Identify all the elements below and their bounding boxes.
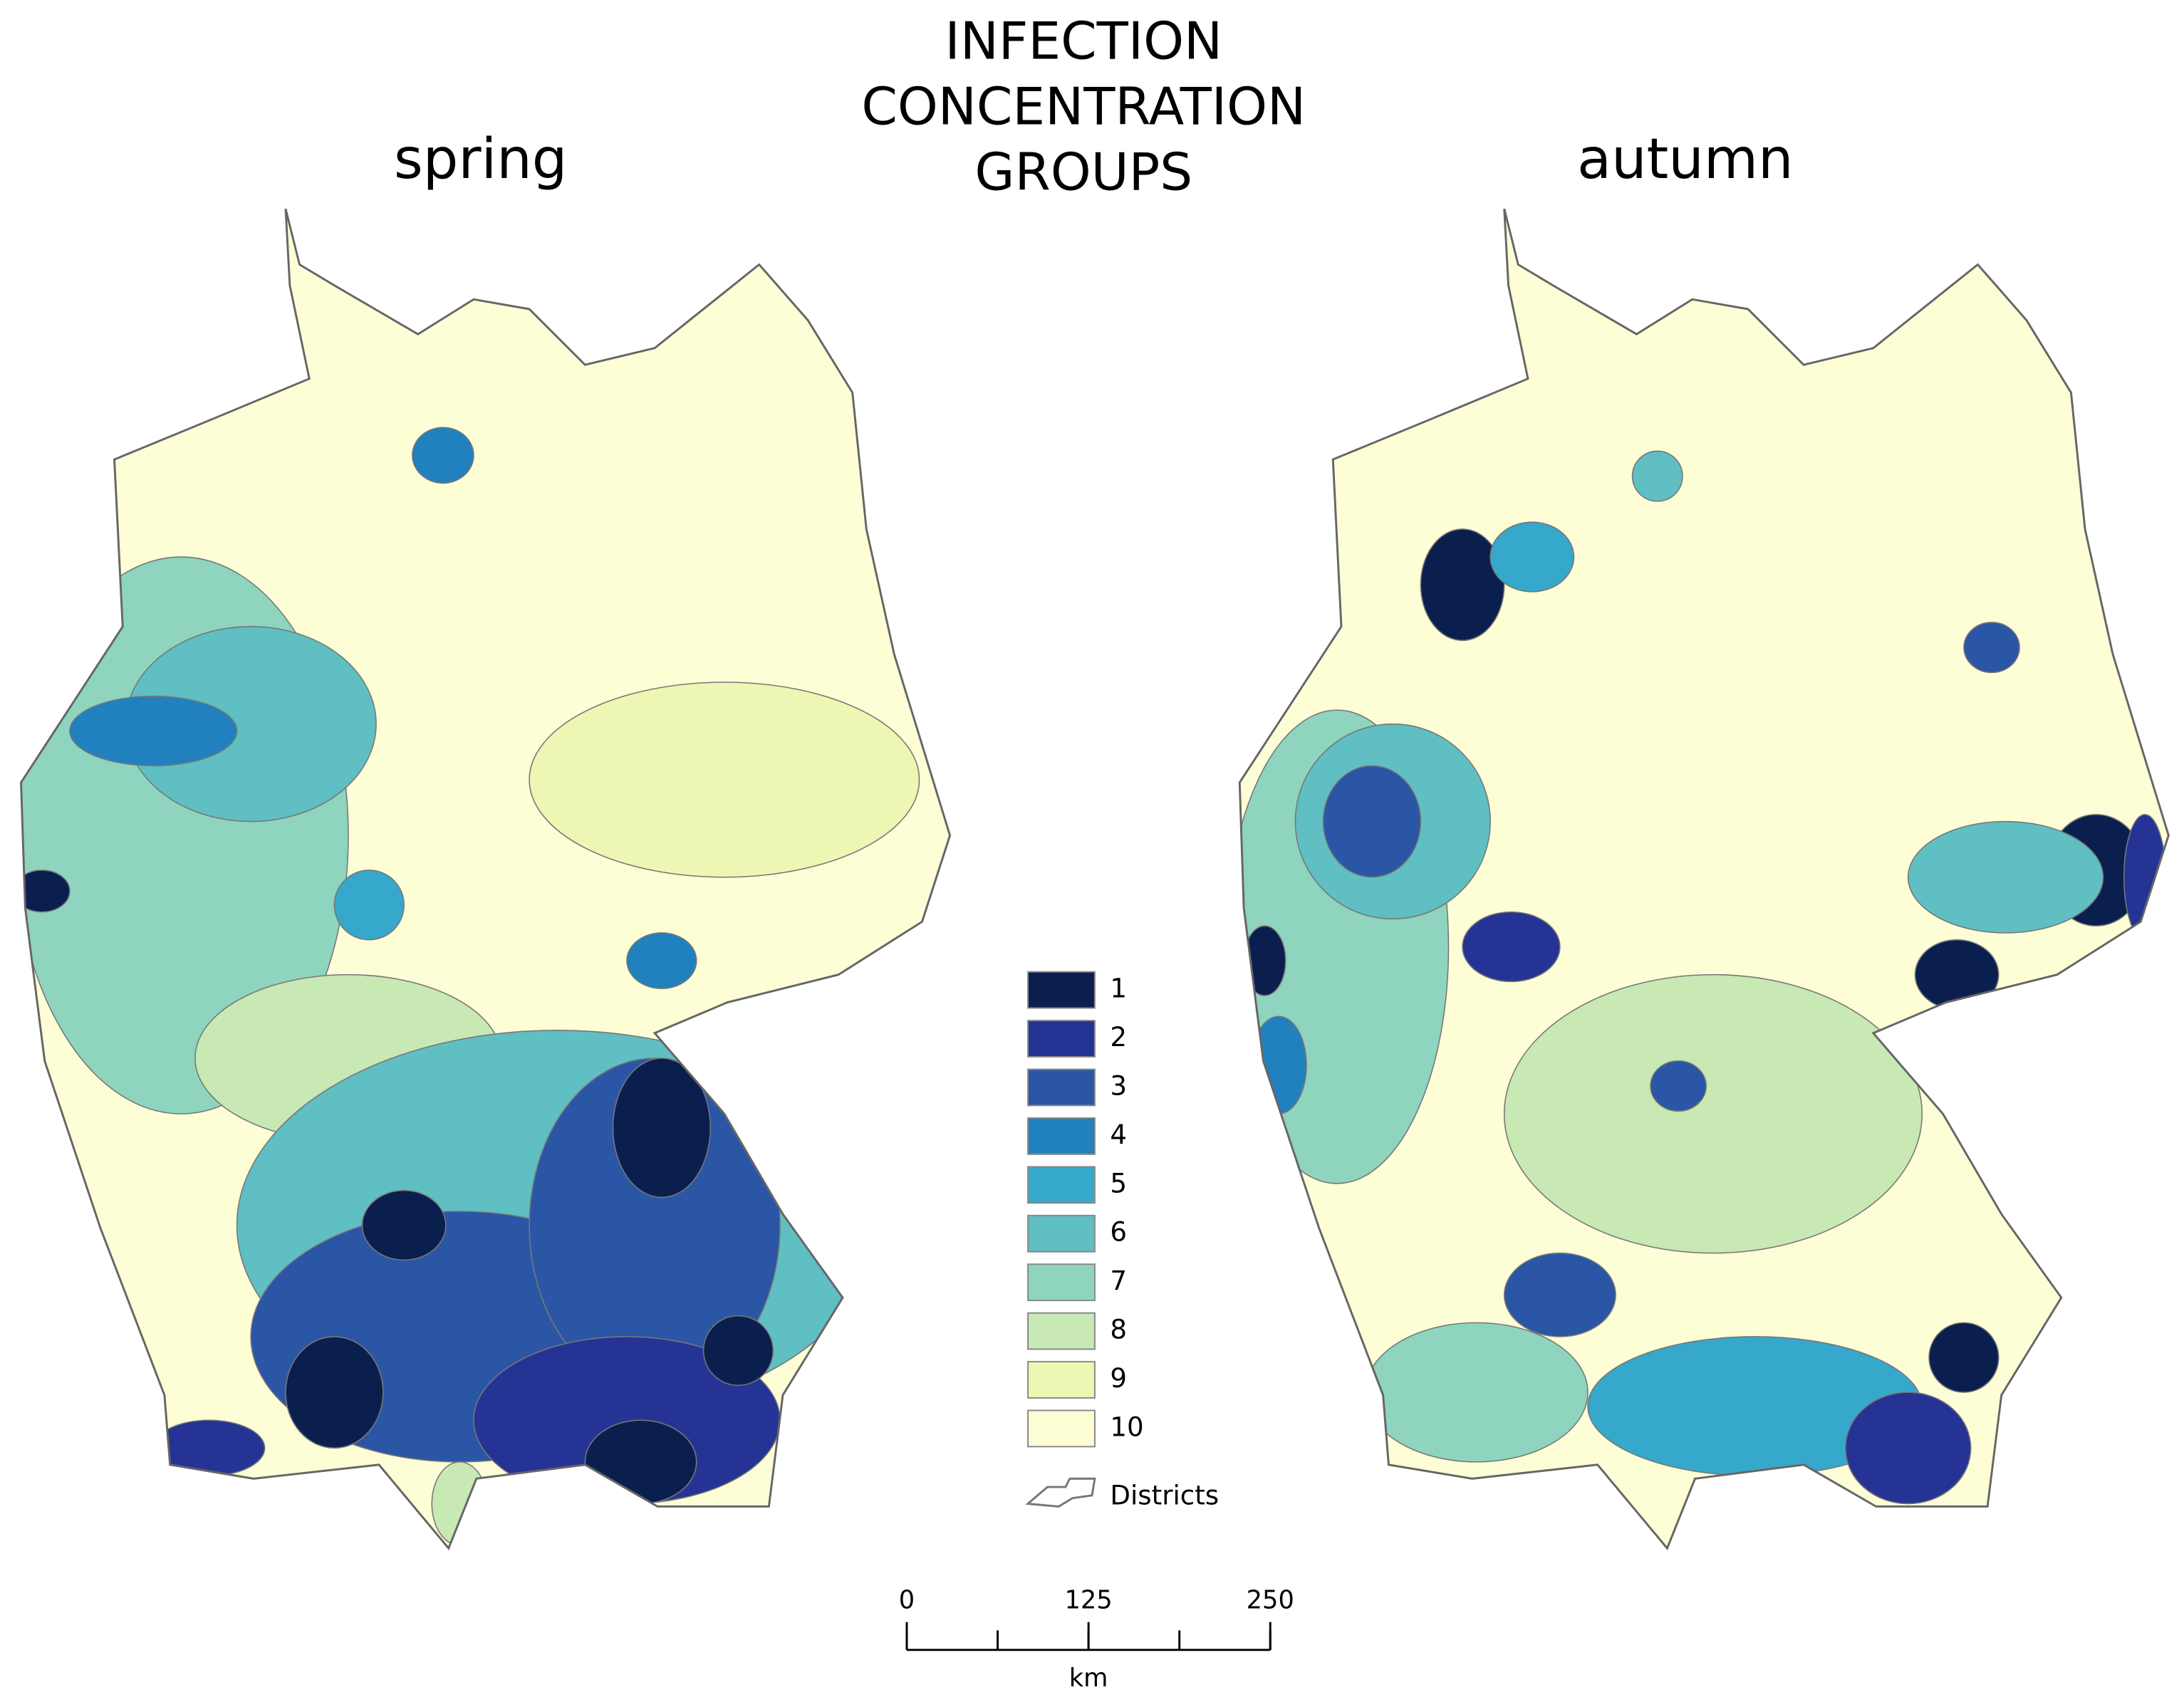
legend-swatch bbox=[1027, 1263, 1096, 1302]
legend-label: 10 bbox=[1110, 1411, 1143, 1442]
legend-label: Districts bbox=[1110, 1480, 1219, 1510]
legend-swatch bbox=[1027, 971, 1096, 1009]
legend-label: 7 bbox=[1110, 1265, 1127, 1296]
district-symbol bbox=[1025, 1477, 1096, 1508]
scale-label: 0 bbox=[899, 1585, 915, 1614]
legend-label: 5 bbox=[1110, 1168, 1127, 1199]
title-line: GROUPS bbox=[974, 142, 1192, 202]
scale-bar: 0 125 250 km bbox=[899, 1585, 1294, 1692]
legend-label: 3 bbox=[1110, 1070, 1127, 1101]
legend-label: 6 bbox=[1110, 1217, 1127, 1248]
legend: 1 2 3 4 5 6 7 8 9 10 bbox=[1027, 971, 1144, 1448]
scale-label: 125 bbox=[1065, 1585, 1113, 1614]
legend-label: 4 bbox=[1110, 1119, 1127, 1150]
spring-map bbox=[21, 209, 950, 1549]
title-line: INFECTION bbox=[945, 12, 1222, 72]
legend-swatch bbox=[1027, 1068, 1096, 1107]
title-line: CONCENTRATION bbox=[861, 77, 1306, 137]
map-label: autumn bbox=[1577, 127, 1793, 192]
legend-swatch bbox=[1027, 1214, 1096, 1253]
legend-swatch bbox=[1027, 1361, 1096, 1399]
map-label: spring bbox=[394, 127, 567, 192]
legend-label: 1 bbox=[1110, 973, 1127, 1004]
legend-swatch bbox=[1027, 1312, 1096, 1350]
legend-label: 2 bbox=[1110, 1022, 1127, 1053]
scale-unit: km bbox=[1069, 1664, 1108, 1693]
boundary-legend: Districts bbox=[1025, 1477, 1219, 1510]
legend-swatch bbox=[1027, 1409, 1096, 1448]
legend-swatch bbox=[1027, 1117, 1096, 1155]
legend-label: 9 bbox=[1110, 1363, 1127, 1394]
autumn-map bbox=[1239, 209, 2169, 1549]
legend-label: 8 bbox=[1110, 1315, 1127, 1345]
legend-swatch bbox=[1027, 1020, 1096, 1058]
scale-label: 250 bbox=[1247, 1585, 1294, 1614]
legend-swatch bbox=[1027, 1166, 1096, 1204]
